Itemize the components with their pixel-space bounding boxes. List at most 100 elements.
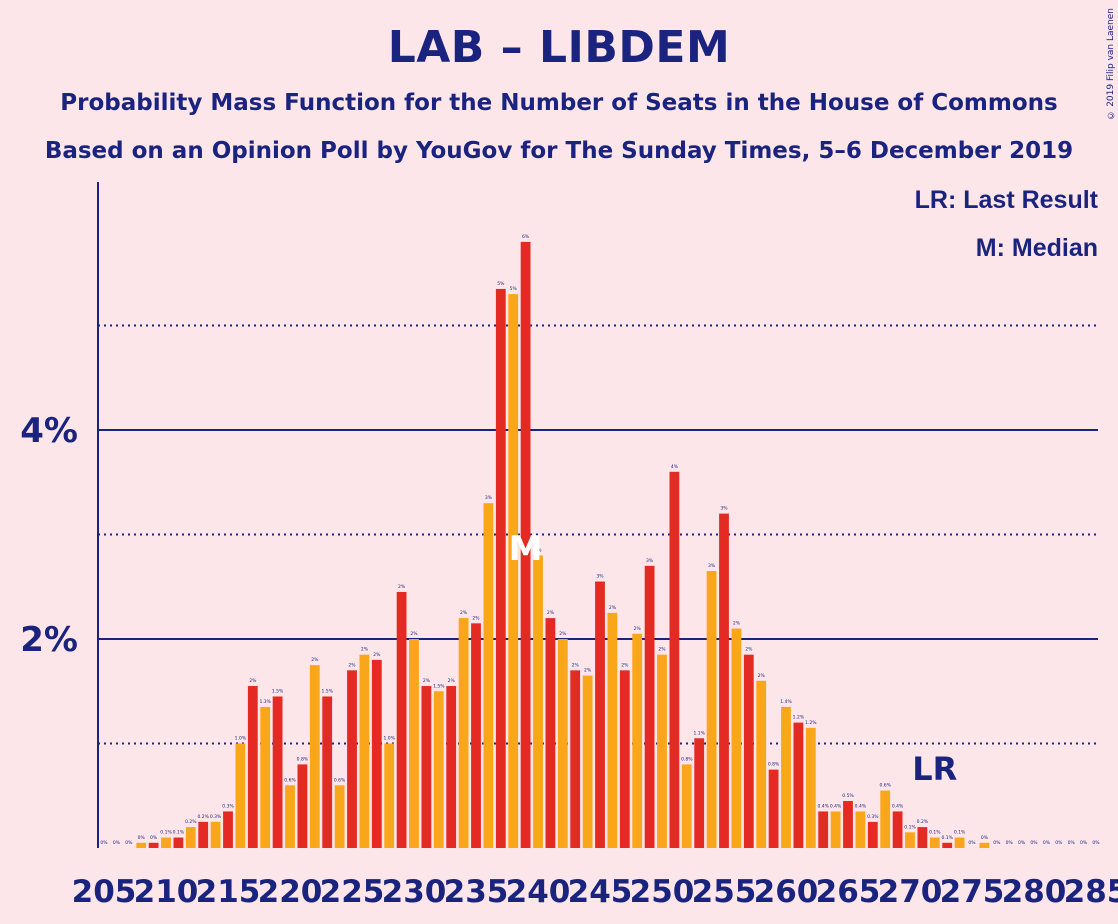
bar [545,618,556,848]
data-label: 0% [1030,840,1038,846]
data-label: 0.8% [297,756,309,762]
data-label: 1.2% [793,715,805,721]
bar [781,706,791,848]
bar [409,639,419,848]
data-label: 0.3% [867,814,879,820]
bar [582,675,593,848]
bar [483,503,494,848]
data-label: 0.1% [160,830,172,836]
bar [421,686,432,848]
bar [148,842,159,848]
bar [471,623,481,848]
bar [533,555,543,848]
data-label: 0.2% [197,814,209,820]
data-label: 0.8% [681,756,693,762]
bar [173,837,184,848]
data-label: 3% [534,547,542,553]
data-label: 2% [348,662,356,668]
data-label: 1.5% [272,688,284,694]
data-label: 2% [572,662,580,668]
data-label: 2% [398,584,406,590]
data-label: 1.0% [235,736,247,742]
data-label: 2% [423,678,431,684]
data-label: 1.1% [693,730,705,736]
bar [384,743,395,848]
bar [892,811,903,848]
data-label: 0.1% [904,824,916,830]
data-label: 0.4% [892,803,904,809]
bar [136,842,147,848]
data-label: 2% [410,631,418,637]
bar [632,633,643,848]
data-label: 2% [559,631,567,637]
data-label: 1.4% [780,699,792,705]
data-label: 0.6% [334,777,346,783]
x-tick-label: 270 [878,874,943,910]
data-label: 2% [758,673,766,679]
data-label: 0% [1068,840,1076,846]
data-label: 2% [733,621,741,627]
bar [681,764,692,848]
bar [520,241,531,848]
data-label: 3% [720,506,728,512]
data-label: 0.2% [185,819,197,825]
x-tick-label: 230 [382,874,447,910]
y-tick-label: 2% [20,620,78,660]
data-label: 0.2% [917,819,929,825]
bar [595,581,605,848]
data-label: 0% [138,835,146,841]
data-label: 0% [968,840,976,846]
data-label: 0.8% [768,762,780,768]
x-tick-label: 285 [1064,874,1118,910]
data-label: 2% [547,610,555,616]
bar [669,471,680,848]
x-tick-label: 275 [940,874,1005,910]
data-label: 0.1% [173,830,185,836]
bar [433,691,444,848]
x-tick-label: 260 [754,874,819,910]
bar [570,670,581,848]
data-label: 2% [249,678,257,684]
data-label: 0.1% [941,835,953,841]
data-label: 3% [485,495,493,501]
data-label: 2% [745,647,753,653]
bar [272,696,283,848]
data-label: 0% [1092,840,1100,846]
x-tick-label: 220 [258,874,323,910]
data-label: 0.5% [842,793,854,799]
bar [719,513,729,848]
x-tick-label: 240 [506,874,571,910]
bar [495,288,506,848]
bar [929,837,940,848]
chart-subtitle-2: Based on an Opinion Poll by YouGov for T… [44,138,1074,164]
data-label: 0% [1055,840,1063,846]
bar [285,785,295,848]
data-label: 0% [125,840,133,846]
data-label: 2% [658,647,666,653]
bar [880,790,891,848]
data-label: 2% [311,657,319,663]
bar [830,811,841,848]
bar [161,837,171,848]
bar [235,743,246,848]
bar [396,591,407,848]
bar [210,821,221,848]
data-label: 0.4% [855,803,867,809]
bar [706,571,717,848]
data-label: 5% [497,281,505,287]
bar [979,842,990,848]
bar [768,769,779,848]
bar [322,696,333,848]
bar [905,832,915,848]
data-label: 2% [472,615,480,621]
x-tick-label: 265 [816,874,881,910]
bar [223,811,233,848]
data-label: 0% [1043,840,1051,846]
x-tick-label: 280 [1002,874,1067,910]
bar [942,842,953,848]
data-label: 2% [609,605,617,611]
data-label: 0.1% [929,830,941,836]
bar [731,628,742,848]
legend-median: M: Median [975,234,1098,262]
